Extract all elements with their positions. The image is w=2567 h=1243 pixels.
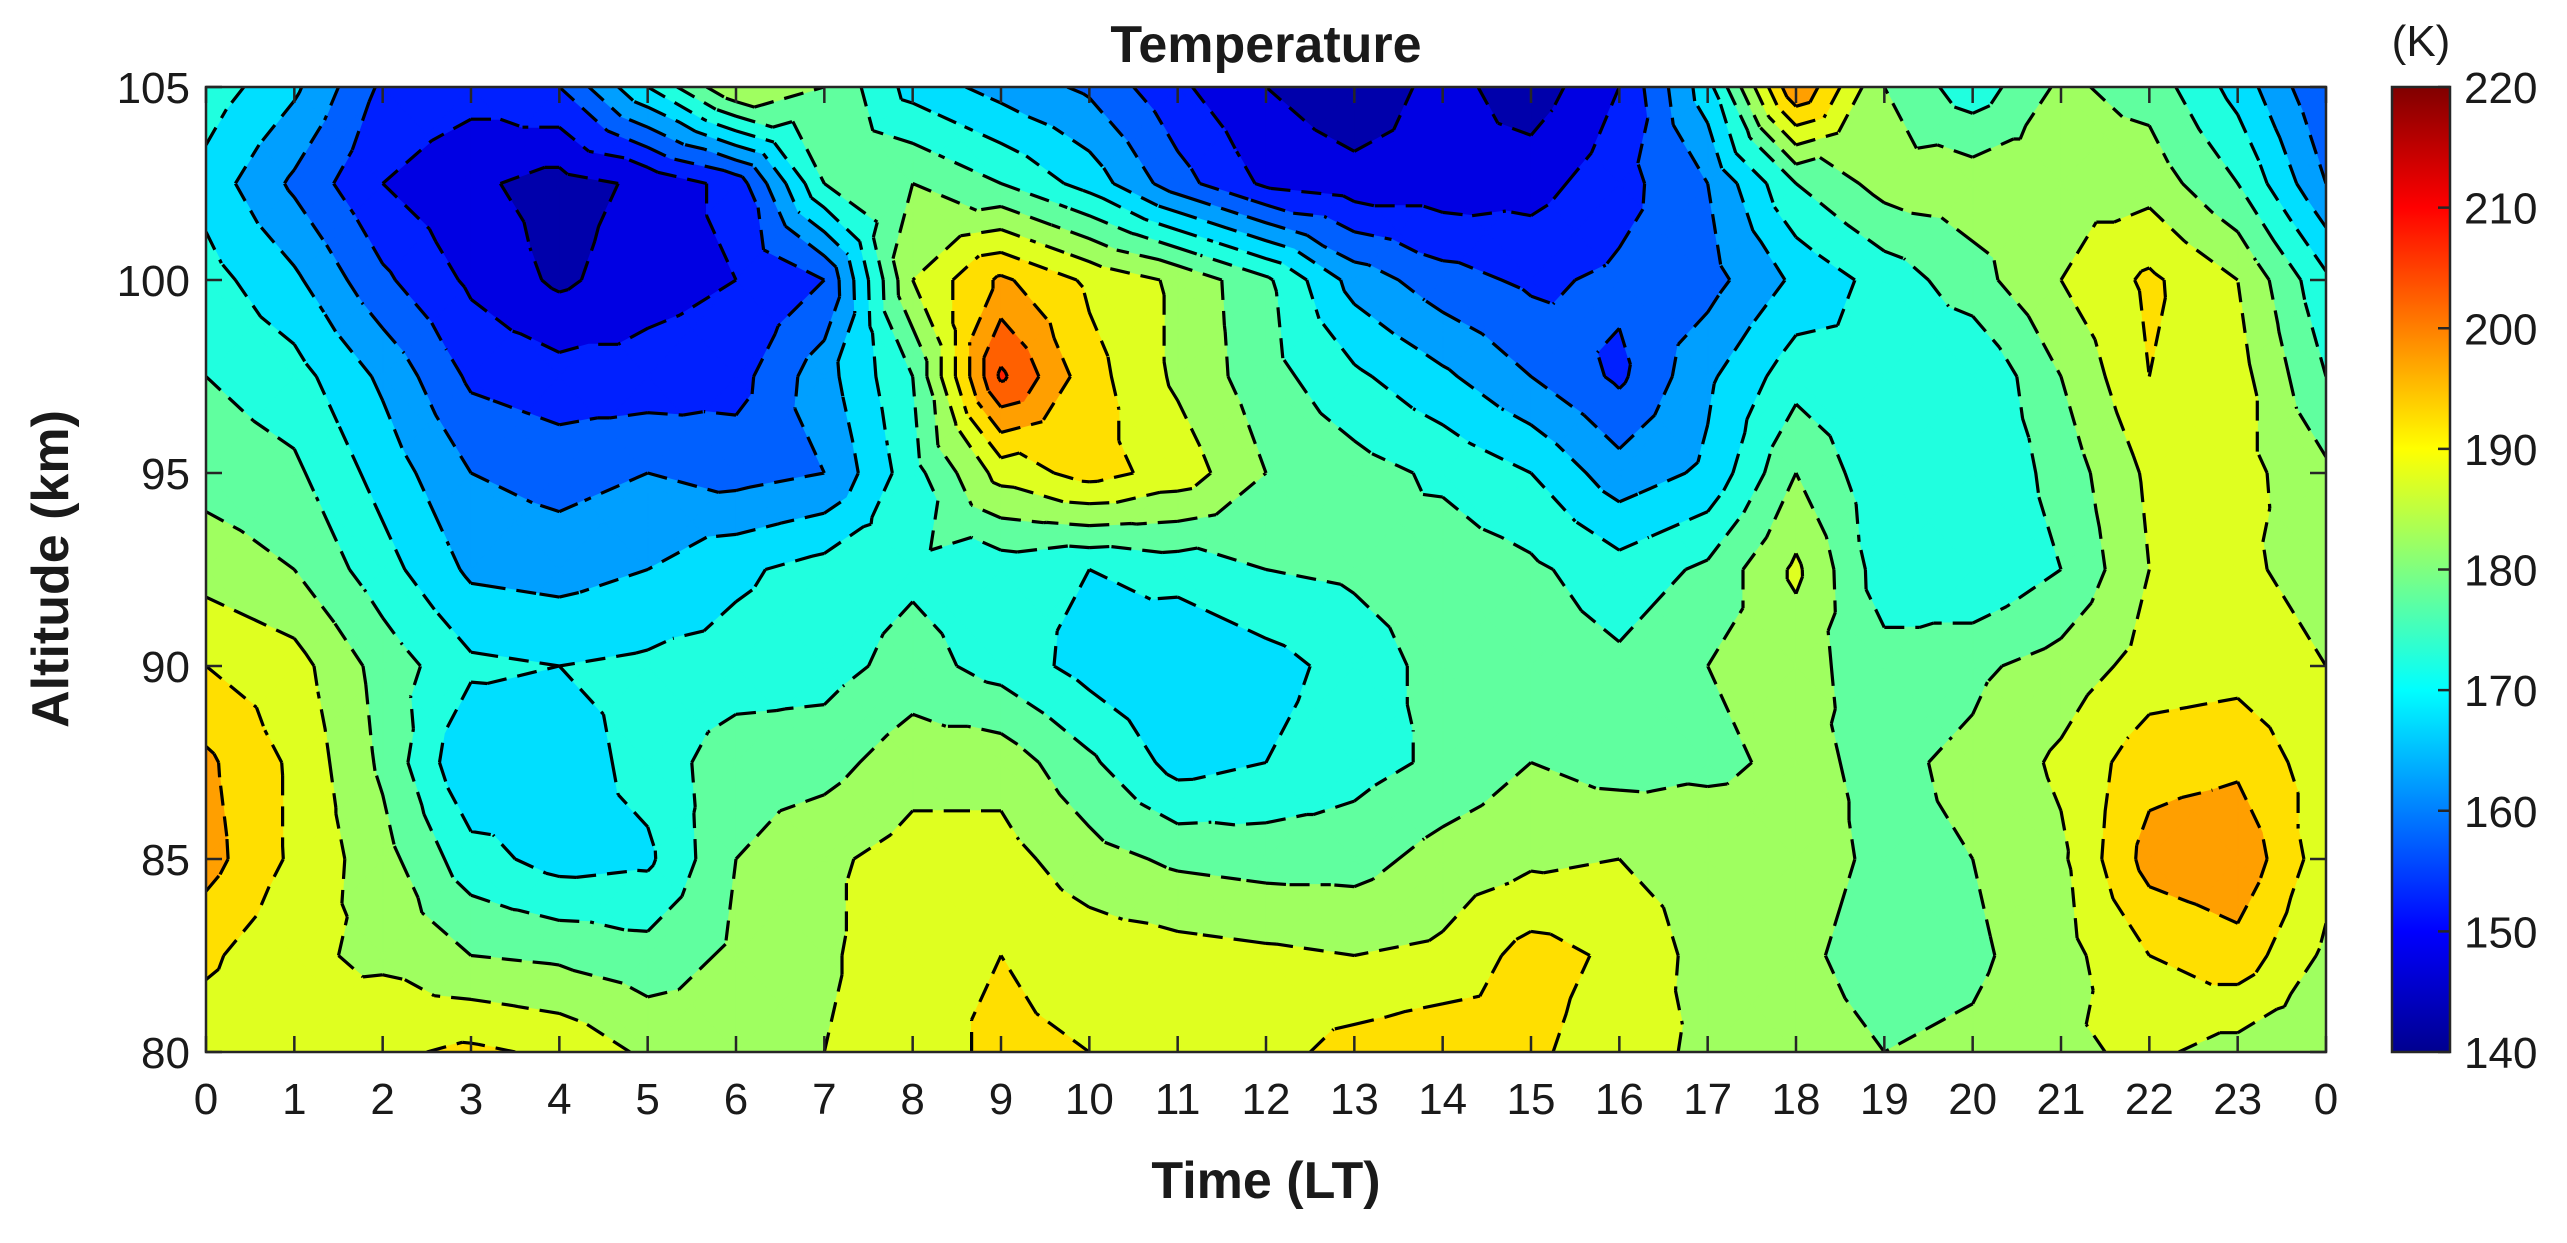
contour-line-190 [206,87,2306,1052]
x-tick-label: 11 [1155,1075,1201,1124]
contour-line-150 [381,87,1621,354]
x-tick-label: 20 [1948,1075,1997,1124]
x-tick-label: 18 [1772,1075,1821,1124]
x-tick-label: 21 [2037,1075,2086,1124]
contour-line-155 [332,87,1650,427]
colorbar-tick-label: 180 [2464,547,2537,596]
y-tick-label: 105 [117,64,190,113]
x-tick-label: 3 [459,1075,483,1124]
y-axis-title: Altitude (km) [22,410,80,728]
chart-title: Temperature [1110,16,1421,74]
colorbar-tick-label: 220 [2464,64,2537,113]
contour-line-170 [206,87,2326,879]
x-tick-label: 4 [547,1075,571,1124]
colorbar-tick-label: 160 [2464,788,2537,837]
colorbar-tick-label: 150 [2464,908,2537,957]
x-tick-label: 23 [2213,1075,2262,1124]
y-axis: 80 85 90 95 100 105 [117,64,2326,1078]
y-tick-label: 95 [141,450,190,499]
x-tick-label: 6 [724,1075,748,1124]
contour-line-175 [206,87,2326,933]
contour-line-205 [996,365,1009,384]
colorbar: 140 150 160 170 180 190 200 210 220 (K) [2390,17,2537,1078]
contour-line-180 [206,87,2326,1052]
x-tick-label: 8 [900,1075,924,1124]
contour-line-layer [206,87,2326,1052]
x-tick-label: 10 [1065,1075,1114,1124]
x-tick-label: 19 [1860,1075,1909,1124]
colorbar-ticks: 140 150 160 170 180 190 200 210 220 [2438,64,2537,1078]
contour-line-195 [206,87,2269,925]
y-tick-label: 85 [141,836,190,885]
x-tick-label: 7 [812,1075,836,1124]
x-axis: 0 1 2 3 4 5 6 7 8 9 10 11 12 13 14 15 16 17 18 19 20 21 22 23 0 [194,87,2338,1124]
y-tick-label: 100 [117,257,190,306]
contour-line-200 [982,317,1041,409]
colorbar-unit-label: (K) [2392,17,2451,66]
contour-line-185 [206,87,2326,1052]
plot-area [206,87,2326,1052]
x-tick-label: 12 [1242,1075,1291,1124]
y-tick-label: 80 [141,1029,190,1078]
x-tick-label: 17 [1683,1075,1732,1124]
y-tick-label: 90 [141,643,190,692]
x-tick-label: 0 [194,1075,218,1124]
x-tick-label: 15 [1507,1075,1556,1124]
x-axis-title: Time (LT) [1151,1152,1380,1210]
contour-line-145 [499,87,1566,294]
colorbar-tick-label: 140 [2464,1029,2537,1078]
x-tick-label: 16 [1595,1075,1644,1124]
colorbar-tick-label: 210 [2464,185,2537,234]
x-tick-label: 5 [635,1075,659,1124]
colorbar-tick-label: 190 [2464,426,2537,475]
colorbar-tick-label: 200 [2464,305,2537,354]
x-tick-label: 13 [1330,1075,1379,1124]
x-tick-label: 22 [2125,1075,2174,1124]
contour-line-165 [234,87,2326,599]
contour-line-160 [283,87,2326,514]
x-tick-label: 1 [282,1075,306,1124]
colorbar-tick-label: 170 [2464,667,2537,716]
x-tick-label: 0 [2314,1075,2338,1124]
x-tick-label: 9 [989,1075,1013,1124]
x-tick-label: 2 [370,1075,394,1124]
x-tick-label: 14 [1418,1075,1467,1124]
